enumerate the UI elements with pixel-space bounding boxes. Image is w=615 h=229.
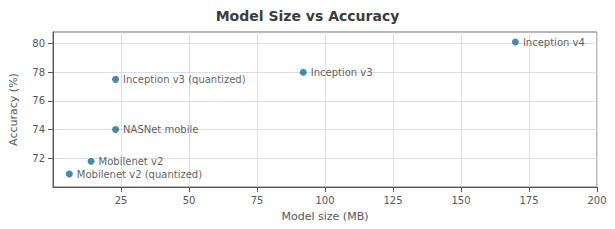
svg-text:NASNet mobile: NASNet mobile	[123, 124, 198, 135]
svg-text:75: 75	[251, 195, 264, 206]
svg-text:Model size (MB): Model size (MB)	[282, 210, 369, 223]
svg-text:175: 175	[519, 195, 538, 206]
svg-text:200: 200	[587, 195, 606, 206]
svg-text:74: 74	[32, 124, 45, 135]
svg-text:125: 125	[383, 195, 402, 206]
svg-text:76: 76	[32, 95, 45, 106]
svg-text:Inception v4: Inception v4	[523, 37, 585, 48]
svg-text:150: 150	[451, 195, 470, 206]
svg-text:Model Size vs Accuracy: Model Size vs Accuracy	[216, 8, 400, 24]
svg-text:72: 72	[32, 153, 45, 164]
svg-text:50: 50	[183, 195, 196, 206]
svg-text:100: 100	[315, 195, 334, 206]
svg-text:78: 78	[32, 67, 45, 78]
svg-text:Inception v3: Inception v3	[311, 67, 373, 78]
svg-text:25: 25	[115, 195, 128, 206]
svg-text:Accuracy (%): Accuracy (%)	[7, 73, 20, 146]
svg-text:Mobilenet v2: Mobilenet v2	[99, 156, 164, 167]
svg-text:Mobilenet v2 (quantized): Mobilenet v2 (quantized)	[77, 169, 202, 180]
svg-text:80: 80	[32, 38, 45, 49]
svg-text:Inception v3 (quantized): Inception v3 (quantized)	[123, 74, 246, 85]
